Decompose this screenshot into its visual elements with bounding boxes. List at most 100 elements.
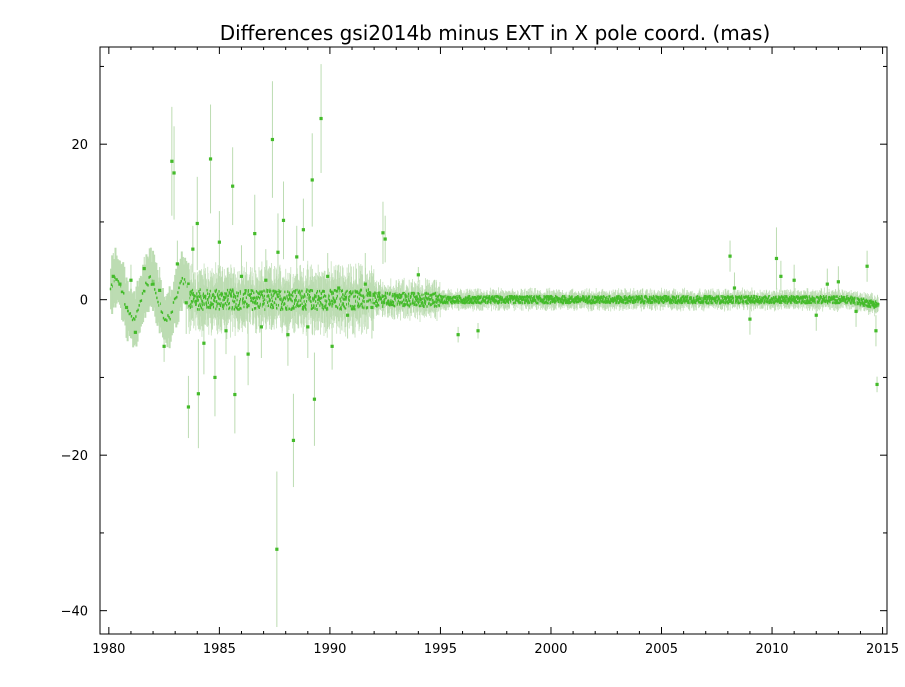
cloud-point	[275, 290, 279, 294]
cloud-point	[574, 296, 578, 300]
cloud-point	[738, 301, 741, 305]
cloud-point	[407, 295, 410, 298]
cloud-point	[644, 299, 647, 303]
cloud-point	[598, 296, 602, 299]
cloud-point	[377, 291, 381, 295]
cloud-point	[786, 295, 789, 299]
cloud-point	[411, 291, 415, 295]
cloud-point	[474, 295, 477, 299]
cloud-point	[413, 303, 417, 306]
cloud-point	[339, 297, 342, 301]
cloud-point	[665, 299, 669, 303]
cloud-point	[288, 307, 292, 311]
cloud-point	[629, 300, 633, 304]
cloud-point	[424, 302, 428, 306]
cloud-point	[838, 301, 841, 305]
cloud-point	[433, 292, 437, 296]
cloud-point	[251, 289, 255, 293]
cloud-point	[790, 297, 793, 301]
cloud-point	[512, 301, 516, 305]
cloud-point	[732, 296, 735, 300]
cloud-point	[441, 295, 444, 299]
dense-point-cloud	[187, 260, 880, 340]
cloud-point	[426, 292, 429, 296]
cloud-point	[561, 297, 565, 301]
cloud-point	[608, 295, 611, 298]
chart-title: Differences gsi2014b minus EXT in X pole…	[220, 21, 771, 45]
cloud-point	[272, 304, 275, 307]
cloud-point	[212, 302, 215, 306]
cloud-point	[298, 289, 302, 293]
cloud-point	[377, 303, 381, 307]
cloud-point	[391, 294, 395, 298]
cloud-point	[416, 303, 419, 307]
cloud-point	[277, 295, 281, 299]
cloud-point	[208, 296, 211, 299]
plot-area: 1980 1985 1990 1995 2000 2005 2010 2015−40−2002…	[61, 46, 899, 657]
cloud-point	[523, 295, 527, 299]
cloud-point	[804, 301, 807, 305]
cloud-point	[283, 302, 287, 306]
cloud-point	[359, 291, 362, 295]
cloud-point	[404, 303, 407, 306]
cloud-point	[331, 302, 335, 306]
cloud-point	[797, 300, 800, 304]
cloud-point	[790, 301, 793, 304]
cloud-point	[236, 294, 240, 298]
cloud-point	[749, 296, 753, 300]
cloud-point	[833, 301, 836, 304]
cloud-point	[784, 295, 787, 298]
cloud-point	[547, 301, 550, 305]
cloud-point	[487, 299, 491, 303]
cloud-point	[381, 295, 385, 299]
cloud-point	[746, 301, 750, 305]
cloud-point	[745, 300, 748, 303]
cloud-point	[439, 300, 443, 304]
cloud-point	[546, 295, 550, 298]
cloud-point	[468, 294, 472, 298]
cloud-point	[641, 294, 644, 298]
cloud-point	[518, 301, 522, 304]
cloud-point	[497, 301, 501, 305]
cloud-point	[568, 299, 571, 302]
cloud-point	[753, 294, 756, 298]
cloud-point	[407, 292, 411, 296]
cloud-point	[657, 299, 660, 303]
cloud-point	[335, 305, 339, 308]
cloud-point	[293, 290, 296, 293]
cloud-point	[708, 301, 711, 305]
cloud-point	[418, 295, 422, 298]
cloud-point	[263, 289, 266, 293]
cloud-point	[618, 294, 621, 298]
cloud-point	[311, 307, 315, 310]
cloud-point	[342, 293, 345, 296]
cloud-point	[231, 306, 235, 309]
cloud-point	[457, 299, 461, 303]
cloud-point	[345, 298, 348, 301]
cloud-point	[616, 295, 619, 298]
cloud-point	[368, 291, 371, 294]
cloud-point	[418, 304, 422, 308]
cloud-point	[467, 301, 470, 305]
cloud-point	[768, 295, 771, 298]
cloud-point	[231, 288, 235, 292]
cloud-point	[757, 298, 761, 301]
cloud-point	[214, 290, 218, 294]
cloud-point	[599, 301, 602, 304]
cloud-point	[331, 292, 334, 296]
cloud-point	[643, 301, 647, 305]
cloud-point	[734, 300, 738, 303]
cloud-point	[695, 295, 699, 299]
cloud-point	[273, 301, 277, 304]
cloud-point	[563, 299, 566, 303]
cloud-point	[402, 291, 406, 295]
cloud-point	[710, 301, 714, 305]
cloud-point	[388, 302, 392, 306]
cloud-point	[258, 306, 262, 309]
cloud-point	[302, 296, 306, 299]
cloud-point	[396, 301, 399, 305]
cloud-point	[495, 299, 499, 303]
cloud-point	[802, 297, 805, 301]
cloud-point	[567, 300, 570, 303]
cloud-point	[423, 297, 426, 300]
